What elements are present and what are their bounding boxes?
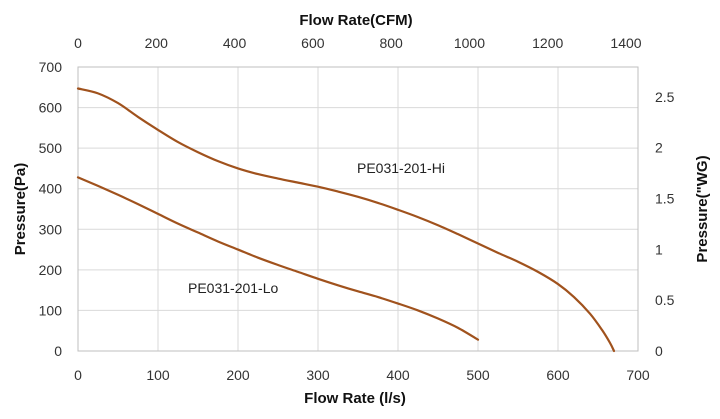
y-right-tick-label: 1.5 xyxy=(655,190,675,206)
x-top-tick-label: 800 xyxy=(379,35,403,51)
y-tick-label: 100 xyxy=(39,302,63,318)
y-right-tick-label: 0.5 xyxy=(655,292,675,308)
x-tick-label: 500 xyxy=(466,367,490,383)
right-axis-title: Pressure("WG) xyxy=(694,155,711,262)
y-tick-label: 500 xyxy=(39,140,63,156)
y-right-tick-label: 2.5 xyxy=(655,89,675,105)
x-tick-label: 600 xyxy=(546,367,570,383)
x-top-tick-label: 1000 xyxy=(454,35,485,51)
y-tick-label: 300 xyxy=(39,221,63,237)
y-right-tick-label: 0 xyxy=(655,343,663,359)
x-top-tick-label: 1200 xyxy=(532,35,563,51)
x-top-tick-label: 600 xyxy=(301,35,325,51)
x-tick-label: 200 xyxy=(226,367,250,383)
x-tick-label: 700 xyxy=(626,367,650,383)
x-top-tick-label: 200 xyxy=(145,35,169,51)
x-top-tick-label: 0 xyxy=(74,35,82,51)
series-curves xyxy=(76,87,616,353)
series-label-lo: PE031-201-Lo xyxy=(188,280,279,296)
left-axis-title: Pressure(Pa) xyxy=(12,163,29,256)
x-tick-label: 100 xyxy=(146,367,170,383)
y-tick-label: 0 xyxy=(54,343,62,359)
y-right-tick-label: 2 xyxy=(655,140,663,156)
series-line-lo xyxy=(76,176,480,341)
x-tick-label: 0 xyxy=(74,367,82,383)
series-label-hi: PE031-201-Hi xyxy=(357,160,445,176)
y-tick-label: 600 xyxy=(39,100,63,116)
top-axis-title: Flow Rate(CFM) xyxy=(299,12,412,29)
x-tick-label: 400 xyxy=(386,367,410,383)
x-top-tick-label: 1400 xyxy=(610,35,641,51)
plot-frame xyxy=(77,66,639,352)
bottom-axis-title: Flow Rate (l/s) xyxy=(304,390,406,407)
x-top-tick-label: 400 xyxy=(223,35,247,51)
series-line-hi xyxy=(76,87,616,353)
y-right-tick-label: 1 xyxy=(655,241,663,257)
y-tick-label: 700 xyxy=(39,59,63,75)
grid-lines xyxy=(78,67,638,351)
x-tick-label: 300 xyxy=(306,367,330,383)
y-tick-label: 400 xyxy=(39,181,63,197)
y-tick-label: 200 xyxy=(39,262,63,278)
